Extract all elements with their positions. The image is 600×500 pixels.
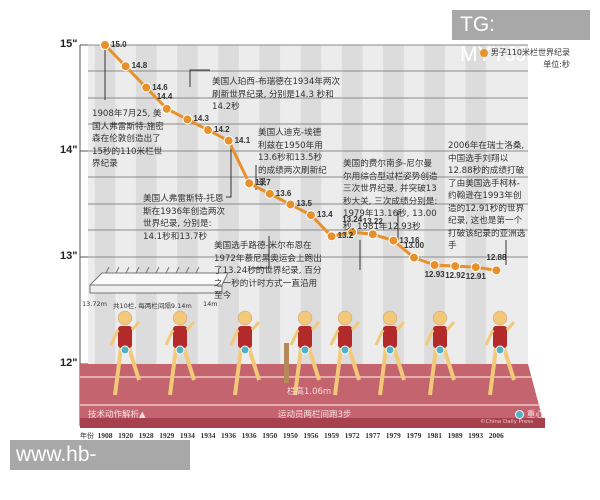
annotation-1972: 美国选手路德-米尔布恩在1972年慕尼黑奥运会上跑出了13.24秒的世界纪录, … xyxy=(214,241,322,301)
x-tick: 1979 xyxy=(385,431,401,440)
series-dot-icon xyxy=(479,48,488,57)
x-tick: 1934 xyxy=(200,431,216,440)
runner-figure xyxy=(229,310,261,396)
data-label: 13.2 xyxy=(337,231,354,241)
y-tick-14: 14" xyxy=(60,144,78,156)
data-label: 13.16 xyxy=(399,235,420,245)
runner-figure xyxy=(374,310,406,396)
runner-figure xyxy=(109,310,141,396)
watermark-bottom: www.hb-mesh.com xyxy=(10,440,190,496)
x-tick: 1936 xyxy=(241,431,257,440)
x-tick: 1989 xyxy=(447,431,463,440)
annotation-1950: 美国人迪克-埃德利兹在1950年用13.6秒和13.5秒的成绩两次刷新纪录 xyxy=(258,128,327,188)
data-point xyxy=(223,135,234,146)
annotation-1936: 美国人弗雷斯特-托恩斯在1936年创造两次世界纪录, 分别是: 14.1秒和13… xyxy=(143,194,226,242)
x-tick: 1977 xyxy=(365,431,381,440)
data-point xyxy=(491,265,502,276)
data-point xyxy=(285,199,296,210)
x-tick: 1959 xyxy=(324,431,340,440)
annotation-1979: 美国的费尔南多-尼尔曼尔用综合型过栏姿势创造三次世界纪录, 并突破13秒大关, … xyxy=(343,159,438,232)
data-label: 14.1 xyxy=(234,135,251,145)
x-tick: 1936 xyxy=(221,431,237,440)
data-point xyxy=(264,188,275,199)
data-label: 13.7 xyxy=(255,178,271,188)
technique-label: 技术动作解析▲ xyxy=(88,410,146,420)
legend: 男子110米栏世界纪录 单位:秒 xyxy=(479,47,570,71)
x-tick: 1981 xyxy=(426,431,442,440)
data-point xyxy=(100,40,110,50)
annotation-1908: 1908年7月25, 美国人弗雷斯特-施密森在伦敦创造出了15秒的110米栏世界… xyxy=(92,109,164,169)
hurdle-end-distance: 14m xyxy=(203,300,218,308)
x-tick: 1950 xyxy=(282,431,298,440)
data-label: 12.92 xyxy=(445,271,466,281)
legend-series: 男子110米栏世界纪录 xyxy=(490,48,570,57)
data-point xyxy=(450,261,461,272)
data-point xyxy=(429,260,440,271)
x-tick: 1979 xyxy=(406,431,422,440)
legend-unit: 单位:秒 xyxy=(543,60,570,69)
data-label: 12.93 xyxy=(424,270,445,280)
runner-figure xyxy=(289,310,321,396)
data-point xyxy=(409,252,419,263)
x-tick: 1908 xyxy=(97,431,113,440)
data-label: 14.2 xyxy=(214,125,230,135)
x-axis-label: 年份 xyxy=(80,432,94,440)
hurdle-spacing: 共10栏, 每两栏间隔9.14m xyxy=(113,302,192,310)
data-point xyxy=(203,125,213,136)
y-tick-12: 12" xyxy=(60,357,78,369)
data-point xyxy=(326,231,337,242)
steps-label: 运动员两栏间跑3步 xyxy=(278,410,352,420)
data-label: 14.6 xyxy=(152,82,168,92)
y-tick-13: 13" xyxy=(60,250,78,262)
hurdle-height-label: 栏高1.06m xyxy=(287,387,332,397)
data-label: 13.6 xyxy=(275,188,292,198)
annotation-1934: 美国人珀西-布瑞德在1934年两次刷新世界纪录, 分别是14.3 秒和14.2秒 xyxy=(212,77,341,112)
hurdle-start-distance: 13.72m xyxy=(82,300,107,308)
x-tick: 1920 xyxy=(118,431,134,440)
data-label: 14.8 xyxy=(131,61,148,71)
chart-canvas xyxy=(79,40,545,428)
data-point xyxy=(367,229,378,240)
data-point xyxy=(244,178,255,189)
data-label: 12.88 xyxy=(486,253,507,263)
data-point xyxy=(470,262,481,273)
center-of-gravity-label: 重心 xyxy=(515,408,544,420)
data-label: 14.4 xyxy=(156,91,173,101)
data-point xyxy=(161,103,172,114)
x-tick: 2006 xyxy=(488,431,504,440)
data-point xyxy=(182,114,193,125)
annotation-2006: 2006年在瑞士洛桑, 中国选手刘翔以12.88秒的成绩打破了由美国选手柯林-约… xyxy=(448,141,526,251)
credit: ©China Daily Press xyxy=(480,419,534,425)
data-label: 14.3 xyxy=(193,114,209,124)
data-label: 13.4 xyxy=(317,210,333,220)
center-of-gravity-text: 重心 xyxy=(526,410,544,420)
center-of-gravity-icon xyxy=(515,410,524,419)
x-tick: 1950 xyxy=(262,431,278,440)
runner-figure xyxy=(424,310,456,396)
data-label: 15.0 xyxy=(111,40,127,49)
data-label: 13.00 xyxy=(404,240,425,250)
x-axis-years: 1908 1920 1928 1929 1934 1934 1936 1936 1950 1950… xyxy=(95,431,507,440)
data-label: 12.91 xyxy=(465,272,486,282)
runner-figure xyxy=(329,310,361,396)
x-tick: 1928 xyxy=(138,431,154,440)
data-label: 13.24 xyxy=(342,215,363,225)
runner-figure xyxy=(484,310,516,396)
x-tick: 1956 xyxy=(303,431,319,440)
x-tick: 1972 xyxy=(344,431,360,440)
x-tick: 1929 xyxy=(159,431,175,440)
data-point xyxy=(120,61,131,72)
x-tick: 1993 xyxy=(468,431,484,440)
data-label: 13.5 xyxy=(296,199,312,209)
data-label: 13.22 xyxy=(362,217,383,227)
data-point xyxy=(306,210,316,221)
data-point xyxy=(141,82,152,93)
data-point xyxy=(347,227,358,238)
runner-figure xyxy=(164,310,196,396)
watermark-top: TG: MYYJJPP xyxy=(452,10,590,66)
x-tick: 1934 xyxy=(179,431,195,440)
y-tick-15: 15" xyxy=(60,38,78,50)
data-point xyxy=(388,235,399,246)
